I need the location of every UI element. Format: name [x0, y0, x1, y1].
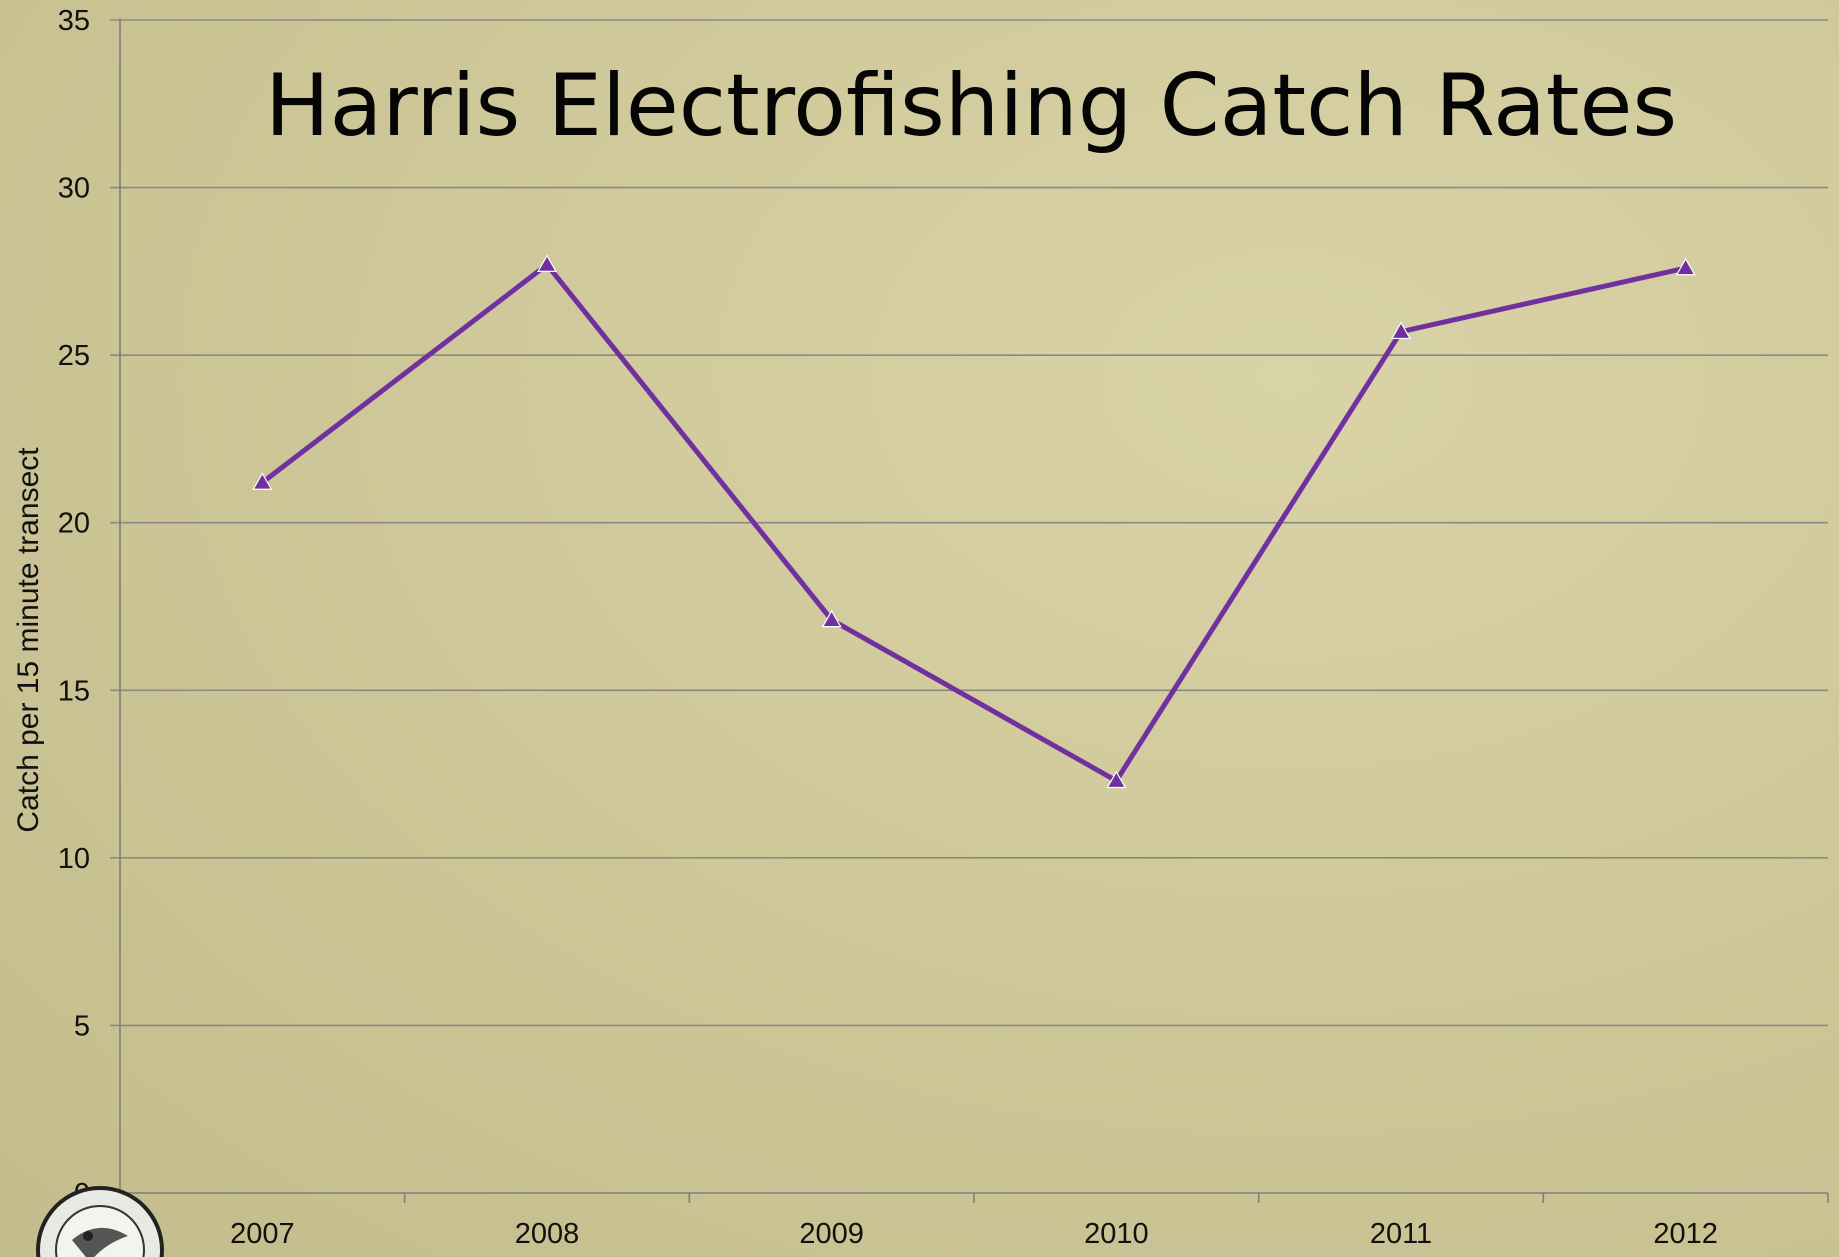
data-point-marker	[252, 472, 273, 490]
data-series	[252, 254, 1696, 789]
y-tick-label: 20	[58, 508, 90, 540]
y-tick-label: 10	[58, 843, 90, 875]
x-tick-label: 2011	[1370, 1218, 1432, 1250]
y-tick-label: 15	[58, 675, 90, 707]
axes	[110, 18, 1829, 1203]
data-point-marker	[1675, 257, 1696, 276]
y-tick-label: 30	[58, 173, 90, 205]
x-tick-label: 2009	[799, 1218, 864, 1250]
gridlines	[110, 19, 1828, 1027]
x-tick-label: 2010	[1084, 1218, 1149, 1250]
y-tick-label: 5	[74, 1010, 90, 1042]
data-point-marker	[1390, 321, 1412, 340]
x-tick-label: 2008	[515, 1218, 580, 1250]
y-tick-label: 35	[58, 5, 90, 37]
series-line	[260, 262, 1687, 784]
data-point-marker	[1106, 770, 1127, 789]
y-tick-labels: 05101520253035	[58, 5, 90, 1210]
agency-seal-icon	[36, 1186, 164, 1257]
data-point-marker	[821, 609, 842, 628]
x-tick-labels: 2007 2008 2009 2010 2011 2012	[230, 1218, 1718, 1250]
y-axis-label: Catch per 15 minute transect	[12, 447, 45, 833]
x-tick-label: 2012	[1653, 1218, 1718, 1250]
chart-title: Harris Electrofishing Catch Rates	[265, 56, 1677, 156]
y-tick-label: 25	[58, 340, 90, 372]
data-point-marker	[536, 254, 558, 273]
x-tick-label: 2007	[230, 1218, 295, 1250]
